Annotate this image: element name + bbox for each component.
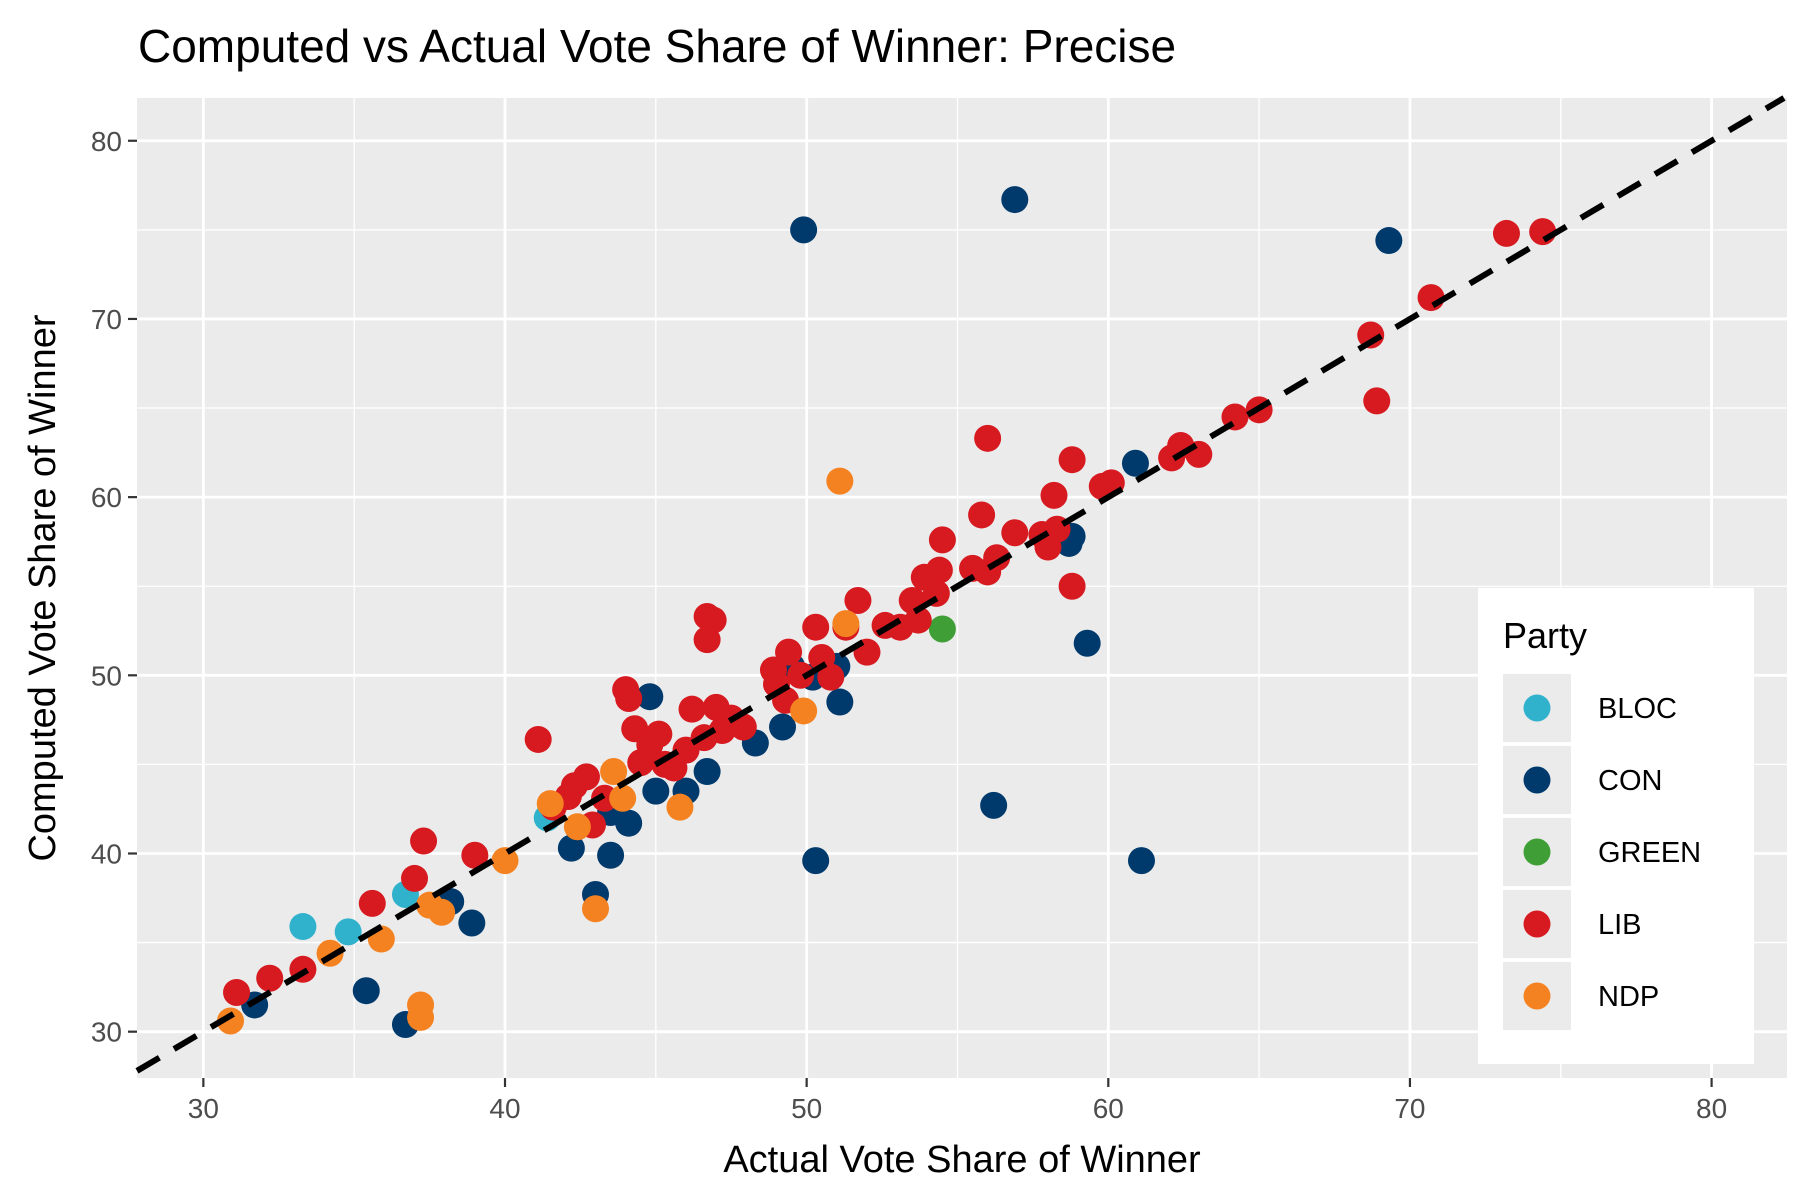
legend-label-green: GREEN <box>1598 837 1701 869</box>
data-point-lib <box>1058 572 1086 600</box>
legend-label-ndp: NDP <box>1598 981 1659 1013</box>
data-point-lib <box>524 725 552 753</box>
legend-swatch-con <box>1523 766 1551 794</box>
data-point-ndp <box>666 793 694 821</box>
data-point-ndp <box>407 1003 435 1031</box>
data-point-con <box>1121 449 1149 477</box>
legend-label-lib: LIB <box>1598 909 1642 941</box>
data-point-con <box>615 809 643 837</box>
axes: 30 40 50 60 70 80 30 40 50 60 70 80 <box>91 126 1727 1124</box>
data-point-con <box>769 713 797 741</box>
data-point-lib <box>775 638 803 666</box>
x-tick-label: 50 <box>791 1093 822 1124</box>
data-point-lib <box>1058 446 1086 474</box>
data-point-lib <box>410 827 438 855</box>
chart-title: Computed vs Actual Vote Share of Winner:… <box>138 20 1176 72</box>
data-point-lib <box>904 606 932 634</box>
data-point-con <box>1073 629 1101 657</box>
data-point-con <box>1001 186 1029 214</box>
data-point-ndp <box>428 898 456 926</box>
data-point-lib <box>802 613 830 641</box>
legend-swatch-ndp <box>1523 982 1551 1010</box>
x-tick-label: 70 <box>1394 1093 1425 1124</box>
data-point-lib <box>925 556 953 584</box>
legend-label-bloc: BLOC <box>1598 693 1677 725</box>
y-axis-title: Computed Vote Share of Winner <box>22 314 64 861</box>
legend-title: Party <box>1503 615 1587 656</box>
data-point-green <box>928 615 956 643</box>
data-point-lib <box>1492 219 1520 247</box>
data-point-lib <box>1040 481 1068 509</box>
data-point-con <box>826 688 854 716</box>
data-point-lib <box>729 713 757 741</box>
data-point-lib <box>1363 387 1391 415</box>
y-tick-label: 50 <box>91 660 122 691</box>
data-point-lib <box>678 695 706 723</box>
data-point-lib <box>1001 519 1029 547</box>
data-point-ndp <box>609 784 637 812</box>
y-tick-label: 80 <box>91 126 122 157</box>
data-points <box>217 186 1557 1039</box>
data-point-lib <box>358 889 386 917</box>
data-point-con <box>597 841 625 869</box>
x-tick-label: 30 <box>188 1093 219 1124</box>
legend-items: BLOC CON GREEN LIB NDP <box>1503 674 1701 1030</box>
data-point-lib <box>615 684 643 712</box>
data-point-con <box>352 977 380 1005</box>
data-point-ndp <box>563 813 591 841</box>
data-point-bloc <box>289 913 317 941</box>
data-point-ndp <box>600 758 628 786</box>
data-point-lib <box>817 663 845 691</box>
data-point-con <box>1375 227 1403 255</box>
data-point-lib <box>974 424 1002 452</box>
data-point-ndp <box>491 847 519 875</box>
data-point-lib <box>401 864 429 892</box>
data-point-ndp <box>832 610 860 638</box>
data-point-ndp <box>217 1007 245 1035</box>
legend-label-con: CON <box>1598 765 1662 797</box>
data-point-con <box>693 758 721 786</box>
legend-swatch-green <box>1523 838 1551 866</box>
data-point-con <box>458 909 486 937</box>
data-point-lib <box>223 978 251 1006</box>
data-point-ndp <box>790 697 818 725</box>
data-point-con <box>636 683 664 711</box>
data-point-con <box>557 834 585 862</box>
data-point-lib <box>844 586 872 614</box>
data-point-lib <box>699 606 727 634</box>
data-point-lib <box>787 661 815 689</box>
data-point-con <box>642 777 670 805</box>
data-point-ndp <box>826 467 854 495</box>
x-axis-title: Actual Vote Share of Winner <box>723 1139 1201 1181</box>
data-point-lib <box>968 501 996 529</box>
data-point-con <box>980 791 1008 819</box>
x-tick-label: 40 <box>489 1093 520 1124</box>
data-point-lib <box>461 841 489 869</box>
data-point-lib <box>645 720 673 748</box>
x-tick-label: 60 <box>1093 1093 1124 1124</box>
data-point-lib <box>256 964 284 992</box>
y-tick-label: 70 <box>91 304 122 335</box>
y-tick-label: 30 <box>91 1017 122 1048</box>
legend-swatch-lib <box>1523 910 1551 938</box>
data-point-bloc <box>334 918 362 946</box>
data-point-ndp <box>582 895 610 923</box>
data-point-lib <box>1185 440 1213 468</box>
data-point-con <box>1127 847 1155 875</box>
reference-line <box>135 95 1786 1074</box>
legend: Party BLOC CON GREEN LIB NDP <box>1478 588 1754 1064</box>
data-point-lib <box>572 763 600 791</box>
data-point-lib <box>1357 321 1385 349</box>
y-tick-label: 60 <box>91 482 122 513</box>
legend-swatch-bloc <box>1523 694 1551 722</box>
data-point-lib <box>928 526 956 554</box>
x-tick-label: 80 <box>1696 1093 1727 1124</box>
data-point-ndp <box>536 790 564 818</box>
data-point-con <box>802 847 830 875</box>
y-tick-label: 40 <box>91 838 122 869</box>
data-point-con <box>790 216 818 244</box>
